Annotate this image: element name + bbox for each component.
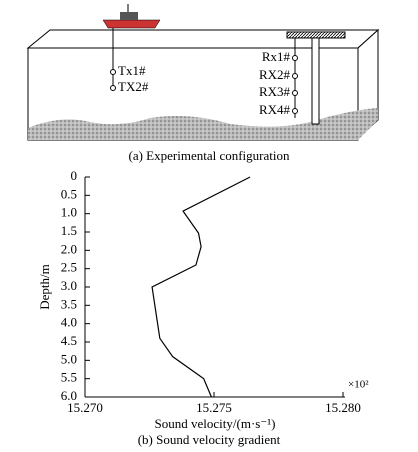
y-tick-label: 1.5 [61, 223, 77, 238]
ship-cabin [120, 12, 138, 20]
y-tick-label: 4.0 [61, 315, 77, 330]
x-tick-label: 15.280 [325, 400, 361, 415]
x-multiplier: ×10² [348, 379, 369, 391]
tx-label: Tx1# [118, 63, 146, 78]
rx-label: RX2# [259, 67, 291, 82]
y-axis-label: Depth/m [37, 264, 52, 310]
y-tick-label: 2.0 [61, 241, 77, 256]
ship-hull [102, 19, 161, 29]
pole [311, 37, 320, 125]
experiment-diagram: Tx1# TX2# Rx1# RX2# RX3# RX4# (a) Experi… [26, 4, 380, 163]
y-tick-label: 5.0 [61, 351, 77, 366]
y-tick-label: 3.0 [61, 278, 77, 293]
tx-label: TX2# [118, 79, 149, 94]
rx-node [292, 108, 298, 114]
tx-node [110, 69, 116, 75]
tx-node [110, 85, 116, 91]
rx-node [292, 73, 298, 79]
seabed [28, 108, 378, 140]
caption: (a) Experimental configuration [129, 148, 290, 163]
x-tick-label: 15.275 [196, 400, 232, 415]
rx-label: RX4# [259, 102, 291, 117]
y-tick-label: 0 [71, 168, 78, 183]
y-tick-label: 6.0 [61, 388, 77, 403]
x-tick-label: 15.270 [67, 400, 103, 415]
chart: ×10² Depth/m Sound velocity/(m·s⁻¹) (b) … [37, 168, 369, 447]
velocity-profile [151, 176, 251, 398]
y-tick-label: 3.5 [61, 296, 77, 311]
rx-node [292, 90, 298, 96]
y-tick-label: 0.5 [61, 186, 77, 201]
y-tick-label: 2.5 [61, 260, 77, 275]
x-axis-label: Sound velocity/(m·s⁻¹) [155, 416, 276, 431]
caption: (b) Sound velocity gradient [138, 432, 281, 447]
rx-node [292, 55, 298, 61]
y-tick-label: 1.0 [61, 205, 77, 220]
rx-label: RX3# [259, 84, 291, 99]
platform [286, 31, 346, 39]
y-tick-label: 4.5 [61, 333, 77, 348]
y-tick-label: 5.5 [61, 370, 77, 385]
rx-label: Rx1# [262, 49, 291, 64]
